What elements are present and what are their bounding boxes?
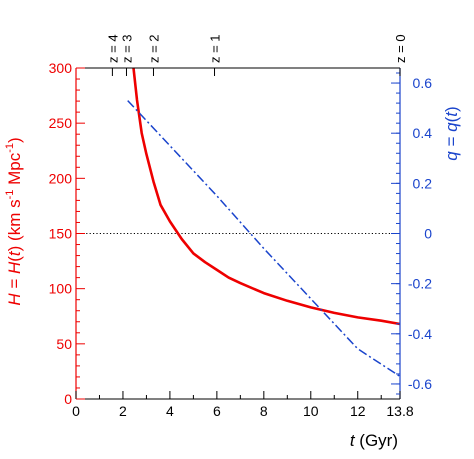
right-y-tick-label: 0.2 — [413, 175, 433, 191]
left-y-axis-title-part: t — [5, 250, 24, 256]
right-y-tick-label: -0.4 — [408, 326, 432, 342]
deceleration-parameter-line — [127, 100, 401, 378]
left-y-tick-label: 50 — [56, 336, 72, 352]
left-y-axis-title-part: -1 — [4, 190, 16, 200]
right-y-axis-title: q = q(t) — [442, 106, 461, 160]
right-y-tick-label: 0.4 — [413, 125, 433, 141]
left-y-tick-label: 150 — [49, 226, 73, 242]
top-z-label: z = 3 — [119, 34, 134, 63]
left-y-tick-label: 250 — [49, 115, 73, 131]
x-tick-label: 2 — [119, 403, 127, 419]
left-y-axis-title-part: = — [5, 274, 24, 293]
left-y-axis-title-part: H — [5, 293, 24, 306]
right-y-axis-title-part: t — [442, 111, 461, 117]
left-y-axis-title: H = H(t) (km s-1 Mpc-1) — [4, 137, 24, 305]
right-y-axis-title-part: ) — [442, 106, 461, 112]
right-y-tick-label: 0.6 — [413, 75, 433, 91]
left-y-axis-title-part: Mpc — [5, 152, 24, 189]
top-z-label: z = 4 — [105, 34, 120, 63]
x-tick-label: 4 — [166, 403, 174, 419]
x-tick-label: 13.8 — [386, 403, 413, 419]
hubble-parameter-line — [132, 67, 401, 326]
top-z-label: z = 1 — [208, 34, 223, 63]
left-y-axis-title-part: ) (km s — [5, 199, 24, 251]
labels-layer: 0 2 4 6 8 10 12 13.8 0 50 100 150 200 250 300 0.6 0.4 0.2… — [4, 34, 461, 450]
x-axis-title: t (Gyr) — [350, 431, 398, 450]
right-y-tick-label: -0.2 — [408, 276, 432, 292]
right-y-axis-title-part: q — [442, 151, 461, 161]
series-layer — [127, 67, 401, 378]
right-y-axis-title-part: q — [442, 122, 461, 132]
right-y-tick-label: -0.6 — [408, 376, 432, 392]
x-tick-label: 6 — [213, 403, 221, 419]
x-tick-label: 0 — [72, 403, 80, 419]
right-y-axis-title-part: = — [442, 132, 461, 151]
left-y-axis-title-part: H — [5, 261, 24, 274]
left-y-tick-label: 200 — [49, 170, 73, 186]
top-z-label: z = 0 — [393, 34, 408, 63]
right-y-tick-label: 0 — [424, 226, 432, 242]
x-tick-label: 10 — [303, 403, 319, 419]
left-y-tick-label: 100 — [49, 281, 73, 297]
left-y-axis-title-part: -1 — [4, 143, 16, 153]
left-y-tick-label: 300 — [49, 60, 73, 76]
x-tick-label: 8 — [260, 403, 268, 419]
x-axis-title-var: t — [350, 431, 356, 450]
right-y-axis-title-part: ( — [442, 116, 461, 122]
left-y-tick-label: 0 — [64, 391, 72, 407]
x-tick-label: 12 — [350, 403, 366, 419]
x-axis-title-unit: (Gyr) — [355, 431, 398, 450]
left-y-axis-title-part: ) — [5, 137, 24, 143]
axes-layer — [75, 67, 401, 400]
top-z-label: z = 2 — [146, 34, 161, 63]
left-y-axis-title-part: ( — [5, 256, 24, 262]
